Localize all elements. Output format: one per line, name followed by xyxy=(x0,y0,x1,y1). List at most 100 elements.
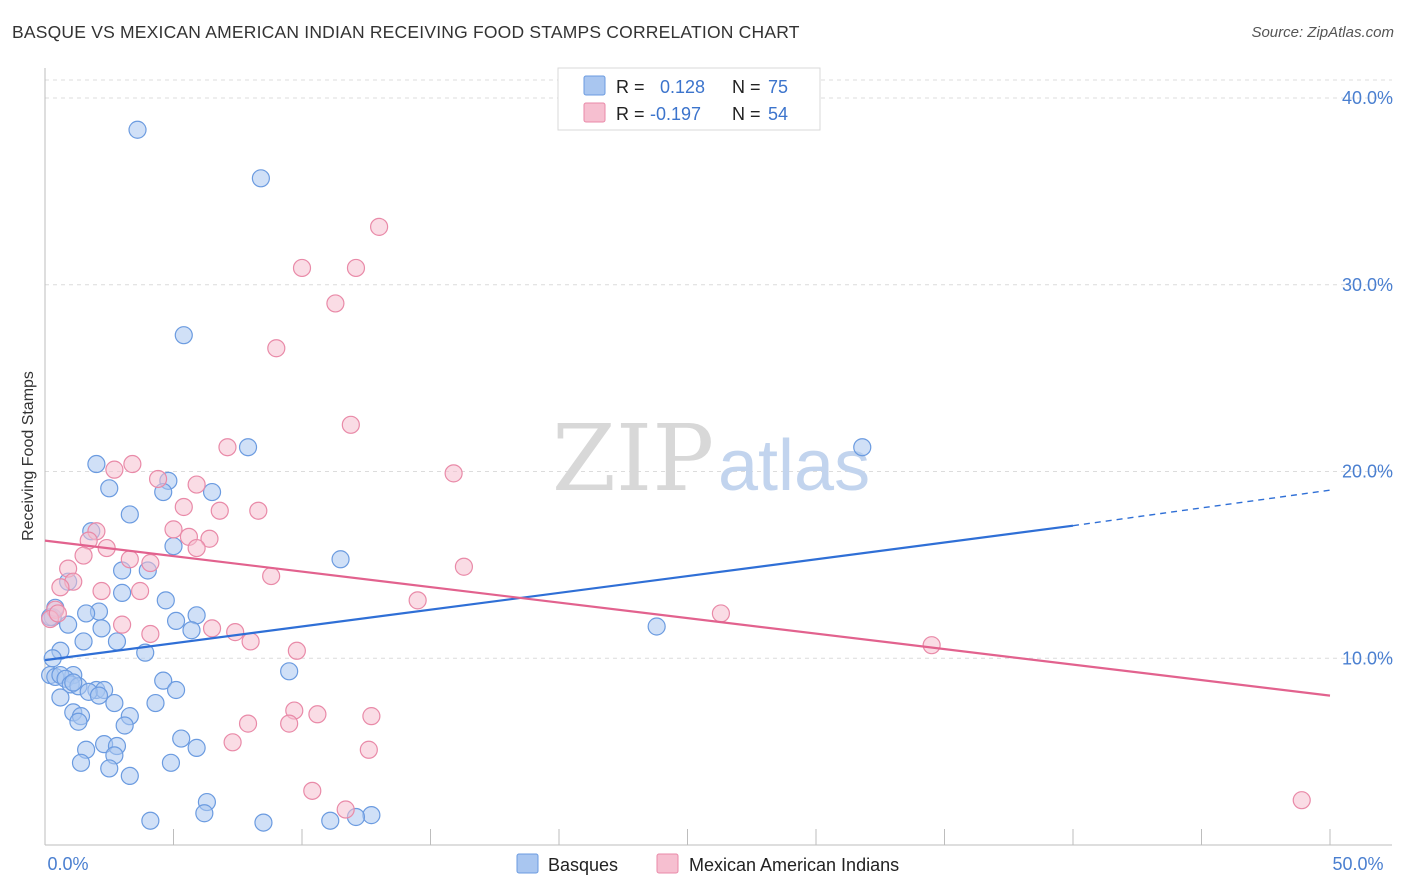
data-point xyxy=(362,707,381,726)
y-axis-label: Receiving Food Stamps xyxy=(20,371,37,541)
watermark-atlas: atlas xyxy=(718,426,870,506)
data-point xyxy=(336,800,355,819)
stats-legend: R = 0.128 N = 75 R = -0.197 N = 54 xyxy=(557,67,821,131)
watermark: ZIP atlas xyxy=(552,405,870,512)
data-point xyxy=(202,619,222,638)
data-point xyxy=(120,550,139,569)
data-point xyxy=(267,339,286,358)
data-point xyxy=(92,619,111,638)
data-point xyxy=(59,615,78,634)
legend-label-basques: Basques xyxy=(548,855,618,875)
data-point xyxy=(148,469,168,489)
data-point xyxy=(69,712,88,731)
data-point xyxy=(238,438,258,457)
data-point xyxy=(303,781,322,800)
data-point xyxy=(408,591,427,610)
legend-swatch-basques xyxy=(516,853,539,874)
source-label: Source: ZipAtlas.com xyxy=(1251,24,1394,41)
data-point xyxy=(51,578,70,597)
data-point xyxy=(326,294,345,313)
data-point xyxy=(174,326,193,345)
data-point xyxy=(331,550,350,569)
data-point xyxy=(64,673,83,692)
data-point xyxy=(254,813,273,832)
data-point xyxy=(74,546,93,565)
x-tick-label-max: 50.0% xyxy=(1332,854,1383,874)
data-point xyxy=(249,501,268,520)
y-tick-label: 30.0% xyxy=(1342,275,1393,295)
stats-n-value-basques: 75 xyxy=(768,77,788,97)
stats-n-label-basques: N = xyxy=(732,77,761,97)
data-point xyxy=(292,258,312,278)
data-point xyxy=(130,581,150,601)
y-tick-label: 20.0% xyxy=(1342,462,1393,482)
data-point xyxy=(223,733,242,752)
data-point xyxy=(141,811,160,830)
data-point xyxy=(195,804,214,823)
data-point xyxy=(454,557,474,576)
watermark-zip: ZIP xyxy=(552,405,714,512)
data-point xyxy=(166,680,186,700)
legend-swatch-mexican xyxy=(656,853,679,874)
data-point xyxy=(182,621,201,640)
data-point xyxy=(187,475,206,494)
stats-r-label-mexican: R = xyxy=(616,104,645,124)
data-point xyxy=(202,482,222,502)
data-point xyxy=(164,520,183,539)
data-point xyxy=(51,688,70,707)
data-point xyxy=(172,729,191,748)
legend-label-mexican: Mexican American Indians xyxy=(689,855,899,875)
data-point xyxy=(1292,791,1311,810)
data-point xyxy=(115,716,134,735)
points-layer xyxy=(41,120,1311,832)
data-point xyxy=(146,693,165,713)
data-point xyxy=(112,583,132,602)
data-point xyxy=(280,662,299,681)
data-point xyxy=(251,169,270,188)
series-mexican-american-indians xyxy=(41,217,1311,819)
x-tick-label-min: 0.0% xyxy=(47,854,88,874)
data-point xyxy=(92,581,111,601)
data-point xyxy=(262,566,281,586)
trend-line-basques-extension xyxy=(1072,489,1331,527)
data-point xyxy=(141,624,160,644)
data-point xyxy=(280,714,299,733)
data-point xyxy=(128,120,147,139)
stats-n-label-mexican: N = xyxy=(732,104,761,124)
data-point xyxy=(74,632,93,651)
data-point xyxy=(308,705,327,724)
data-point xyxy=(87,454,106,474)
stats-r-label-basques: R = xyxy=(616,77,645,97)
data-point xyxy=(120,505,139,524)
data-point xyxy=(161,753,181,772)
axes-layer: 10.0% 20.0% 30.0% 40.0% xyxy=(44,68,1393,846)
data-point xyxy=(341,415,360,434)
data-point xyxy=(321,811,340,830)
data-point xyxy=(107,632,127,651)
data-point xyxy=(154,671,173,690)
data-point xyxy=(187,738,206,757)
stats-swatch-basques xyxy=(583,75,606,96)
data-point xyxy=(164,537,183,556)
y-tick-label: 10.0% xyxy=(1342,648,1393,668)
data-point xyxy=(100,759,119,778)
data-point xyxy=(105,460,124,479)
data-point xyxy=(444,464,463,483)
data-point xyxy=(362,806,381,825)
data-point xyxy=(647,617,666,636)
data-point xyxy=(238,714,258,733)
chart-title: BASQUE VS MEXICAN AMERICAN INDIAN RECEIV… xyxy=(12,22,800,42)
series-legend: Basques Mexican American Indians xyxy=(516,853,899,875)
data-point xyxy=(226,623,245,642)
data-point xyxy=(105,693,124,713)
data-point xyxy=(77,604,96,623)
data-point xyxy=(346,258,366,278)
data-point xyxy=(241,632,260,651)
data-point xyxy=(359,740,378,759)
y-tick-label: 40.0% xyxy=(1342,88,1393,108)
data-point xyxy=(120,766,139,786)
trend-line-basques xyxy=(44,524,1074,662)
data-point xyxy=(89,686,109,705)
data-point xyxy=(218,438,237,457)
